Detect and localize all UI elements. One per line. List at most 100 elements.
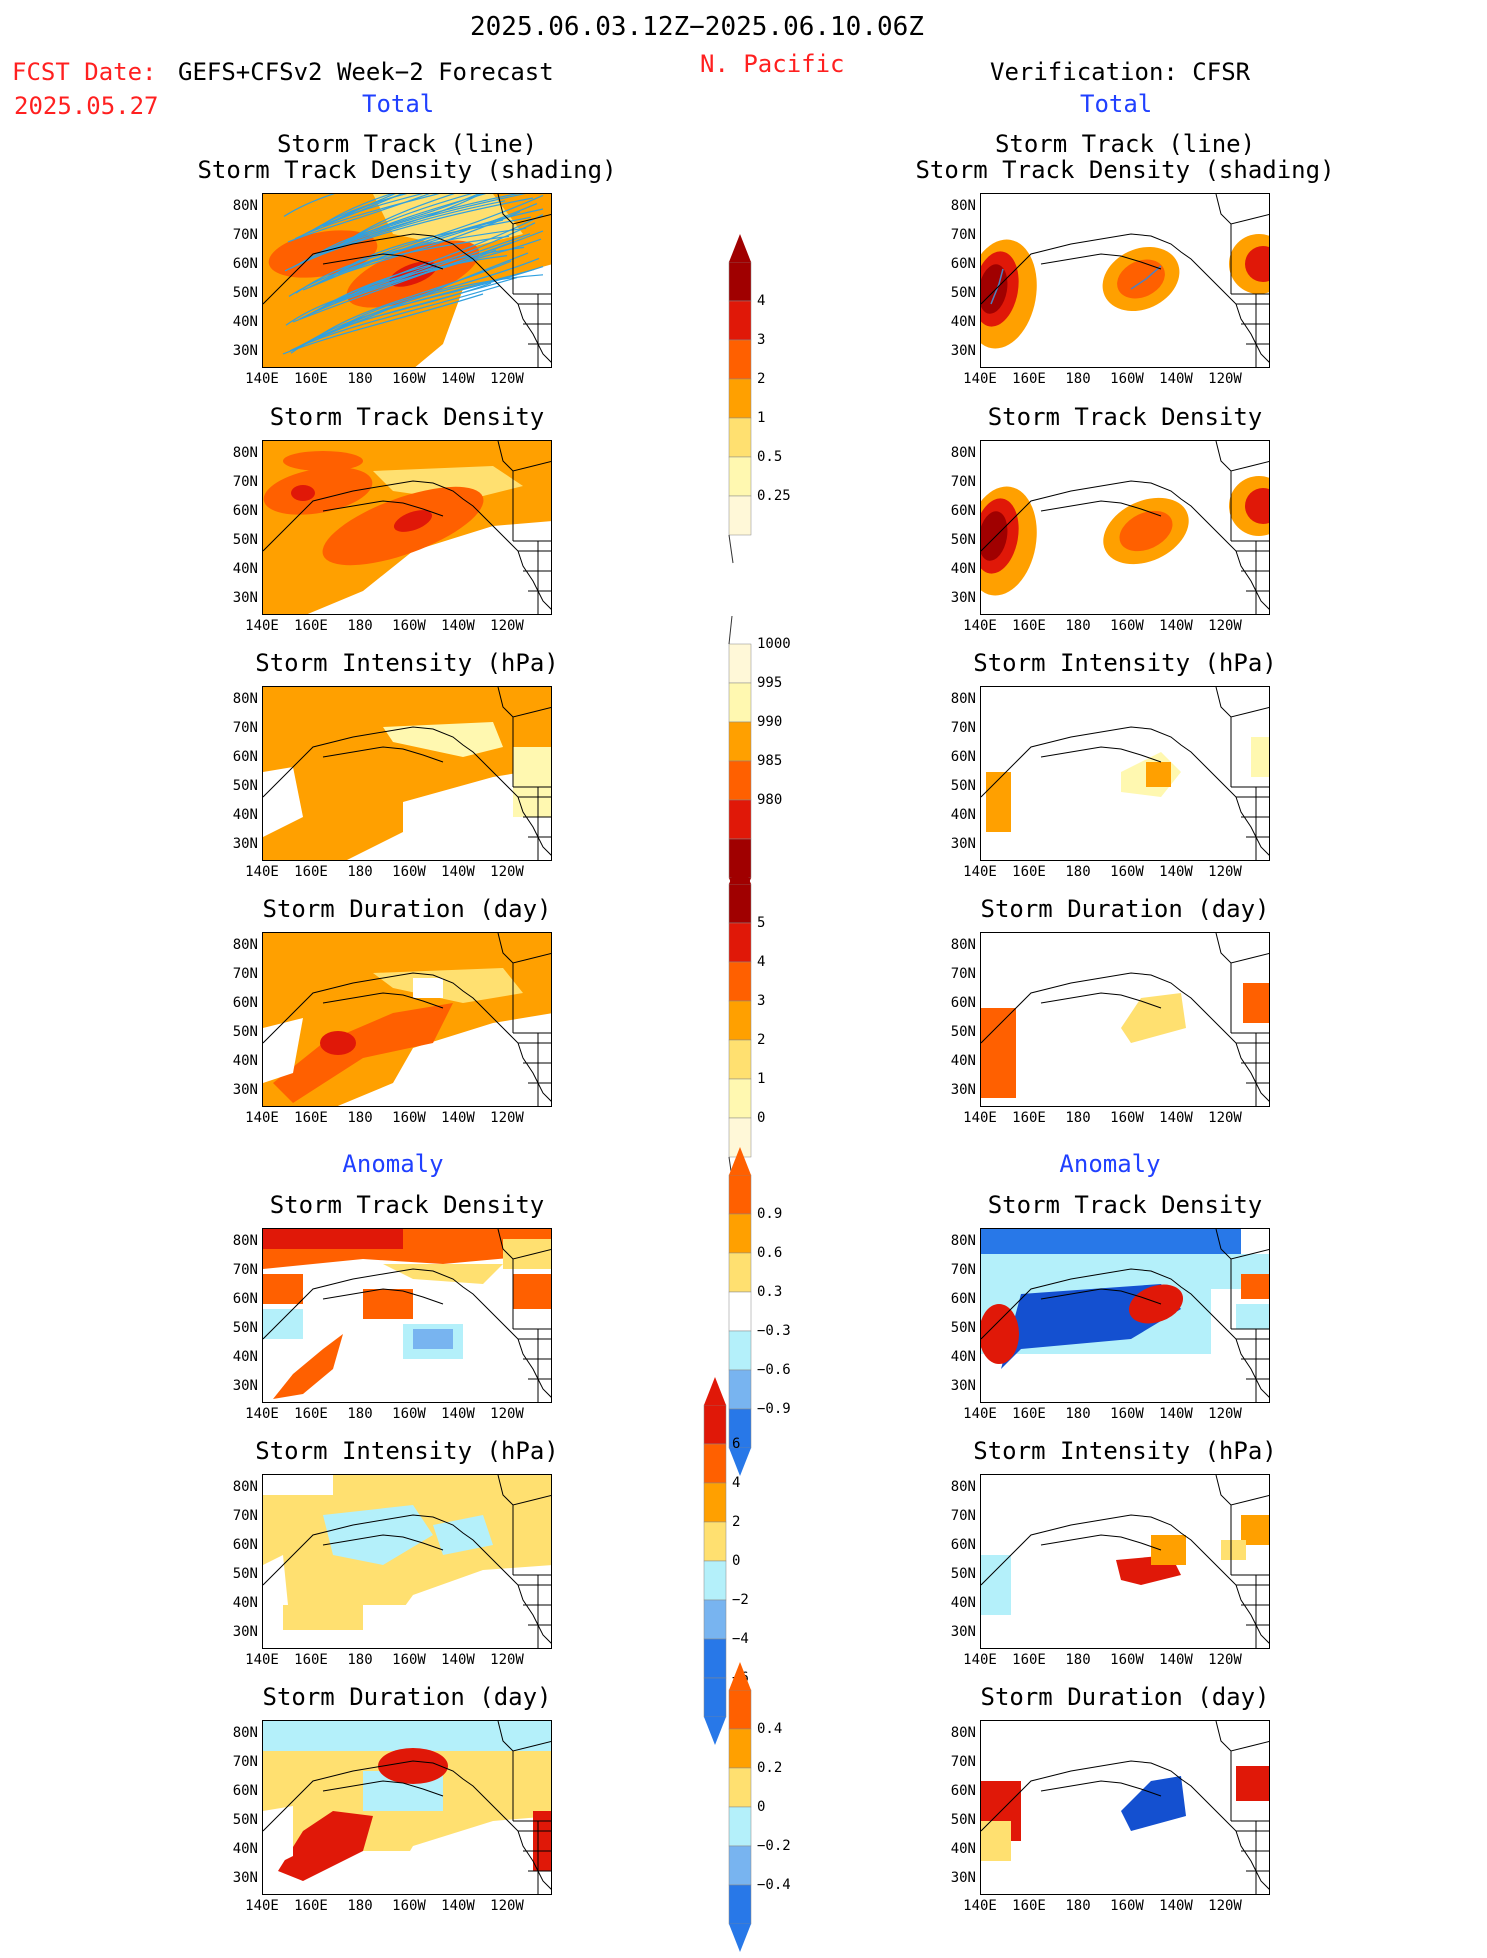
x-tick-label: 160E <box>1012 1406 1046 1422</box>
y-tick-label: 80N <box>950 198 976 214</box>
x-tick-label: 160W <box>392 1652 426 1668</box>
y-tick-label: 60N <box>232 1783 258 1799</box>
shading-patch <box>263 1018 303 1083</box>
colorbar-segment <box>728 883 752 924</box>
panel-title: Storm Intensity (hPa) <box>255 1437 559 1465</box>
shading-patch <box>337 1013 551 1106</box>
y-tick-label: 80N <box>950 691 976 707</box>
shading-patch <box>981 511 1008 561</box>
colorbar-label: 5 <box>757 915 766 931</box>
coastlines <box>981 1229 1269 1402</box>
shading-patch <box>373 466 523 501</box>
x-tick-label: 160E <box>1012 1110 1046 1126</box>
x-tick-label: 160E <box>294 1406 328 1422</box>
y-tick-label: 70N <box>950 1508 976 1524</box>
coastlines <box>263 687 551 860</box>
y-tick-label: 30N <box>950 590 976 606</box>
x-tick-label: 120W <box>490 371 524 387</box>
y-tick-label: 70N <box>232 966 258 982</box>
x-tick-label: 160E <box>294 1652 328 1668</box>
y-tick-label: 40N <box>950 314 976 330</box>
x-tick-label: 120W <box>490 1406 524 1422</box>
y-tick-label: 40N <box>950 561 976 577</box>
y-tick-label: 50N <box>950 1566 976 1582</box>
y-tick-label: 50N <box>232 1812 258 1828</box>
colorbar-label: −0.9 <box>757 1401 791 1417</box>
colorbar-duration-anom <box>725 1660 755 1958</box>
colorbar-label: −4 <box>732 1631 749 1647</box>
map-panel-r-r7 <box>980 1720 1270 1895</box>
coastlines <box>981 687 1269 860</box>
colorbar-label: 0.5 <box>757 449 783 465</box>
colorbar-label: 4 <box>732 1475 741 1491</box>
x-tick-label: 160W <box>1110 1898 1144 1914</box>
x-tick-label: 160W <box>392 1406 426 1422</box>
colorbar-segment <box>728 1291 752 1332</box>
x-tick-label: 160E <box>1012 864 1046 880</box>
shading-patch <box>263 1309 303 1339</box>
x-tick-label: 160E <box>1012 618 1046 634</box>
y-tick-label: 30N <box>232 590 258 606</box>
map-fields <box>981 1229 1269 1402</box>
shading-patch <box>1121 1776 1186 1831</box>
coastlines <box>263 194 551 367</box>
x-tick-label: 160E <box>1012 1652 1046 1668</box>
colorbar-segment <box>728 261 752 302</box>
y-tick-label: 50N <box>232 1024 258 1040</box>
y-tick-label: 30N <box>232 1378 258 1394</box>
y-tick-label: 70N <box>232 474 258 490</box>
coastlines <box>263 1229 551 1402</box>
shading-patch <box>1245 246 1269 282</box>
panel-title: Storm Intensity (hPa) <box>973 1437 1277 1465</box>
colorbar-label: −0.4 <box>757 1877 791 1893</box>
colorbar-label: 2 <box>757 1032 766 1048</box>
x-tick-label: 180 <box>347 371 373 387</box>
shading-patch <box>323 1505 433 1565</box>
y-tick-label: 40N <box>950 1053 976 1069</box>
colorbar-arrow-top <box>729 1662 751 1690</box>
shading-patch <box>307 521 551 614</box>
x-tick-label: 120W <box>1208 1110 1242 1126</box>
x-tick-label: 140E <box>963 1652 997 1668</box>
total-label-left: Total <box>362 90 435 118</box>
x-tick-label: 140E <box>963 864 997 880</box>
y-tick-label: 40N <box>232 807 258 823</box>
y-tick-label: 30N <box>950 1870 976 1886</box>
y-tick-label: 80N <box>232 198 258 214</box>
colorbar-label: 0 <box>732 1553 741 1569</box>
shading-patch <box>263 1555 288 1625</box>
panel-title: Storm Track Density <box>987 1191 1263 1219</box>
colorbar-label: 2 <box>757 371 766 387</box>
x-tick-label: 180 <box>347 1110 373 1126</box>
y-tick-label: 30N <box>232 836 258 852</box>
shading-patch <box>1119 510 1173 552</box>
colorbar-label: 985 <box>757 753 783 769</box>
map-fields <box>981 1475 1269 1648</box>
map-fields <box>981 687 1269 860</box>
x-tick-label: 160W <box>1110 371 1144 387</box>
x-tick-label: 120W <box>1208 864 1242 880</box>
storm-track-lines <box>990 265 1162 305</box>
x-tick-label: 160W <box>392 618 426 634</box>
colorbar-open-bottom <box>728 534 734 564</box>
x-tick-label: 160E <box>294 1110 328 1126</box>
y-tick-label: 80N <box>232 1233 258 1249</box>
y-tick-label: 30N <box>950 1624 976 1640</box>
colorbar-segment <box>703 1560 727 1601</box>
y-tick-label: 30N <box>232 1082 258 1098</box>
x-tick-label: 160W <box>392 371 426 387</box>
x-tick-label: 140E <box>245 371 279 387</box>
x-tick-label: 160W <box>392 1898 426 1914</box>
colorbar-label: −0.3 <box>757 1323 791 1339</box>
y-tick-label: 50N <box>950 1024 976 1040</box>
x-tick-label: 160W <box>1110 864 1144 880</box>
shading-patch <box>263 1229 403 1249</box>
region-label: N. Pacific <box>700 50 845 78</box>
y-tick-label: 60N <box>950 256 976 272</box>
x-tick-label: 140W <box>441 1652 475 1668</box>
fcst-model: GEFS+CFSv2 Week−2 Forecast <box>178 58 554 86</box>
colorbar-label: 3 <box>757 332 766 348</box>
x-tick-label: 160W <box>1110 1406 1144 1422</box>
x-tick-label: 140E <box>245 1652 279 1668</box>
x-tick-label: 120W <box>490 1110 524 1126</box>
